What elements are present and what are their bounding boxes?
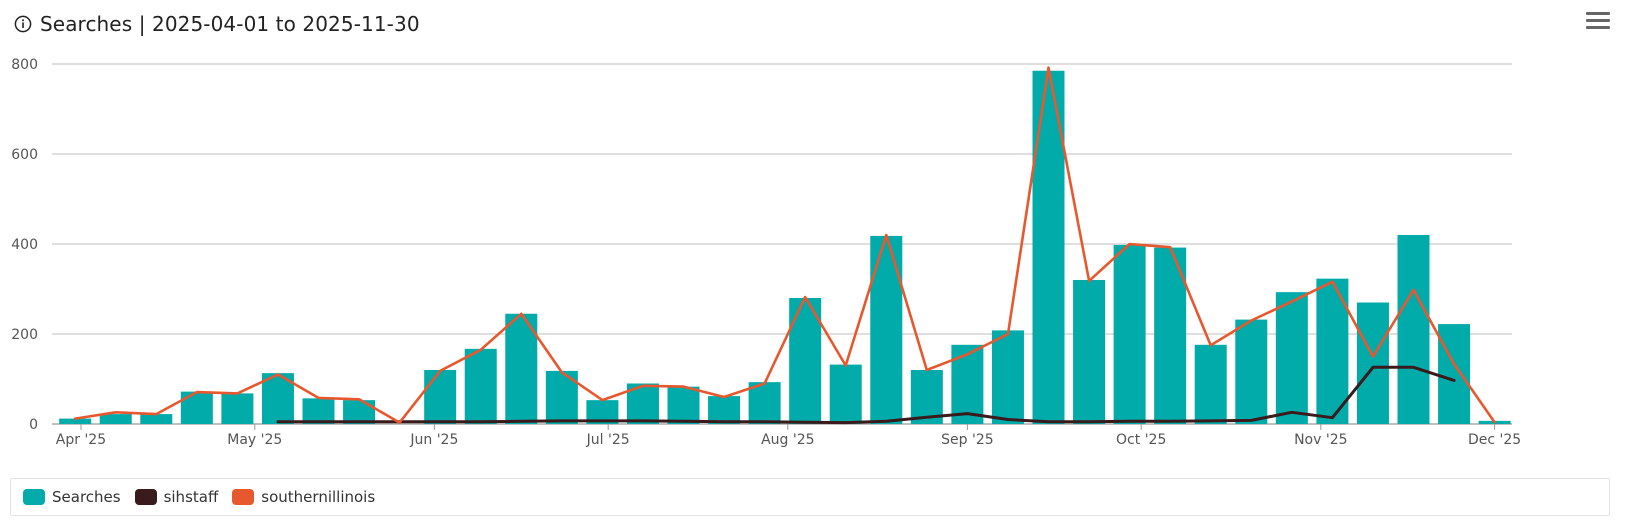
x-tick-label: Jun '25 — [409, 432, 458, 448]
y-tick-label: 400 — [11, 237, 38, 253]
x-tick-label: Oct '25 — [1116, 432, 1166, 448]
series-line-sihstaff — [276, 365, 1456, 425]
bar[interactable] — [1397, 235, 1430, 424]
y-tick-label: 600 — [11, 147, 38, 163]
bar[interactable] — [140, 414, 173, 424]
x-tick-label: Sep '25 — [941, 432, 994, 448]
chart-title: Searches | 2025-04-01 to 2025-11-30 — [40, 12, 420, 36]
bar[interactable] — [708, 396, 741, 424]
x-tick-label: Dec '25 — [1468, 432, 1521, 448]
x-tick-label: Aug '25 — [761, 432, 814, 448]
bar[interactable] — [464, 348, 497, 424]
y-tick-label: 200 — [11, 327, 38, 343]
bar[interactable] — [991, 330, 1024, 424]
legend-label: sihstaff — [163, 488, 219, 506]
bar[interactable] — [870, 235, 903, 424]
bar[interactable] — [586, 400, 619, 424]
legend-item-southernillinois[interactable]: southernillinois — [232, 488, 375, 506]
bar[interactable] — [302, 398, 335, 424]
x-tick-label: Apr '25 — [56, 432, 106, 448]
bar[interactable] — [748, 382, 781, 424]
bar[interactable] — [59, 418, 92, 424]
y-tick-label: 800 — [11, 57, 38, 73]
legend-swatch-sihstaff — [134, 489, 157, 505]
bar[interactable] — [1154, 247, 1187, 424]
legend-item-searches[interactable]: Searches — [23, 488, 121, 506]
bar[interactable] — [1073, 280, 1106, 424]
bar[interactable] — [1194, 344, 1227, 424]
x-tick-label: May '25 — [227, 432, 282, 448]
chart-plot: 0 200 400 600 800 Apr '25 May '25 Jun '25 Jul '2… — [11, 57, 1521, 448]
x-tick-label: Nov '25 — [1294, 432, 1347, 448]
bar[interactable] — [1113, 244, 1146, 424]
legend-swatch-searches — [23, 489, 45, 505]
bar[interactable] — [1356, 302, 1389, 425]
legend-swatch-southernillinois — [232, 489, 255, 505]
chart-header: Searches | 2025-04-01 to 2025-11-30 — [14, 12, 420, 36]
bar[interactable] — [180, 391, 213, 424]
bar[interactable] — [1235, 319, 1268, 424]
hamburger-menu-icon[interactable] — [1586, 12, 1610, 32]
bar[interactable] — [343, 400, 376, 424]
y-tick-label: 0 — [29, 417, 38, 433]
legend-item-sihstaff[interactable]: sihstaff — [134, 488, 219, 506]
bar[interactable] — [1275, 292, 1308, 424]
bar[interactable] — [424, 370, 457, 424]
chart-legend: Searches sihstaff southernillinois — [10, 478, 1610, 516]
bar[interactable] — [829, 364, 862, 424]
series-line-southernillinois — [73, 66, 1496, 424]
bar[interactable] — [221, 393, 254, 424]
bar[interactable] — [505, 313, 538, 424]
legend-label: Searches — [52, 488, 121, 506]
x-tick-label: Jul '25 — [586, 432, 630, 448]
legend-label: southernillinois — [261, 488, 376, 506]
bar[interactable] — [667, 386, 700, 424]
bar[interactable] — [1438, 324, 1471, 424]
bar[interactable] — [99, 414, 132, 424]
info-icon[interactable] — [14, 15, 32, 33]
